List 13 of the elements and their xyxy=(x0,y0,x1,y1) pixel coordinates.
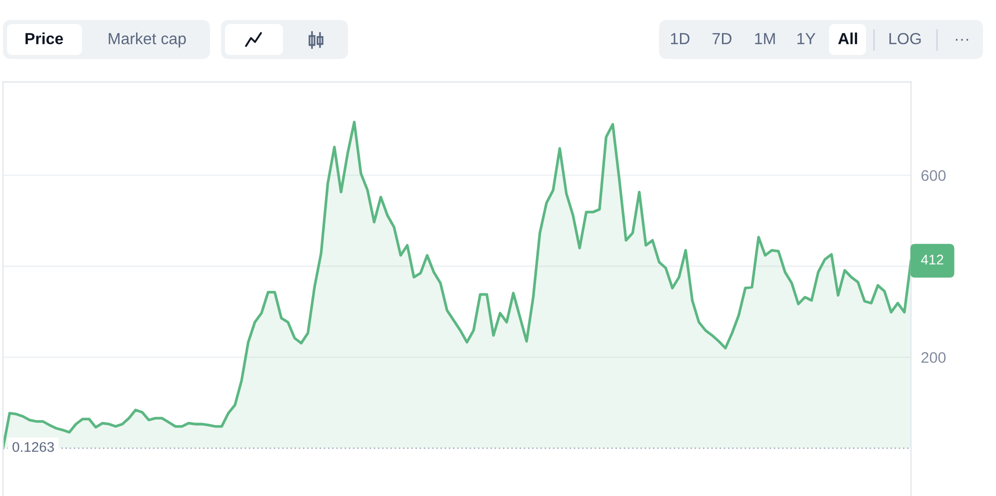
ref-line-label: 0.1263 xyxy=(12,442,54,452)
y-tick-label: 200 xyxy=(921,352,946,363)
text: 1M xyxy=(755,33,775,44)
annotation: 412 xyxy=(921,254,944,264)
text: ··· xyxy=(956,38,968,41)
text: All xyxy=(838,32,858,44)
y-tick-label: 600 xyxy=(922,170,946,181)
text: Market cap xyxy=(108,32,186,48)
text: LOG xyxy=(889,32,921,44)
text: 7D xyxy=(712,33,732,44)
text: 1D xyxy=(671,33,690,44)
text: Price xyxy=(26,32,63,44)
text: 1Y xyxy=(797,33,816,44)
